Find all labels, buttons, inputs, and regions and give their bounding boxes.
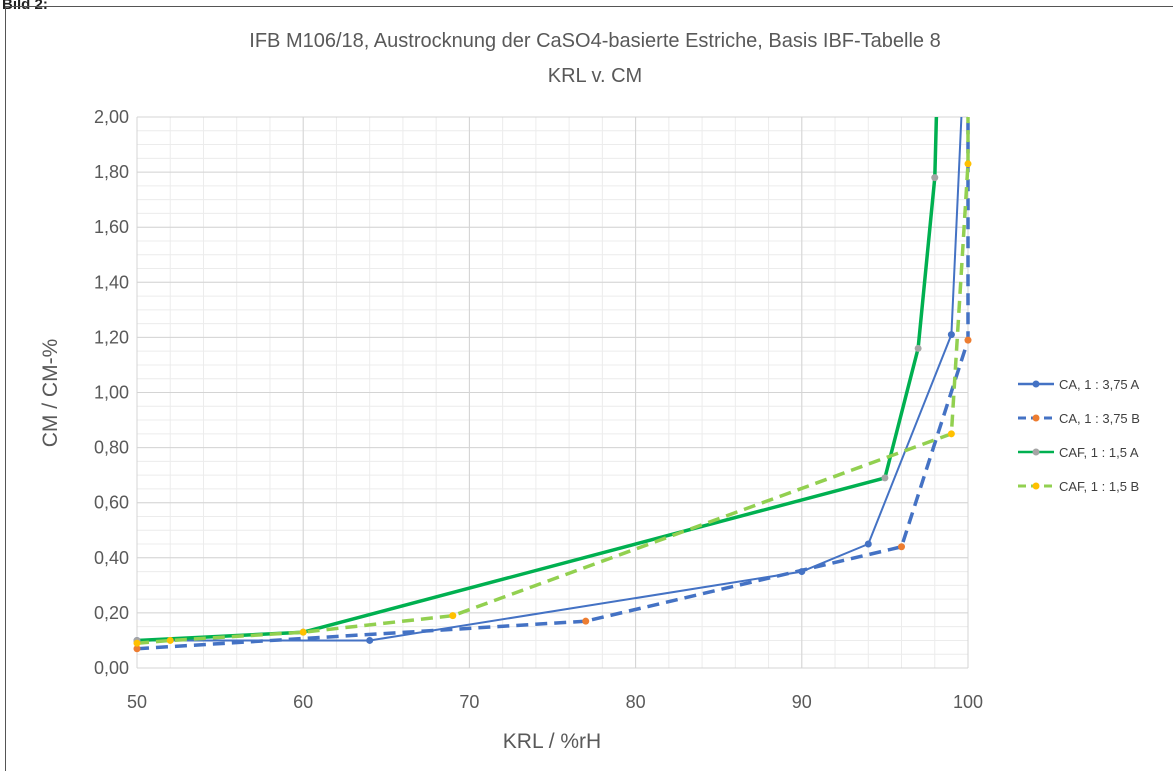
grid <box>136 116 969 669</box>
data-point <box>964 160 972 168</box>
legend-marker <box>1032 448 1040 456</box>
y-axis-title: CM / CM-% <box>39 339 62 448</box>
data-point <box>133 645 141 653</box>
data-point <box>881 474 889 482</box>
x-tick-label: 60 <box>293 692 313 712</box>
data-point <box>166 636 174 644</box>
data-point <box>964 336 972 344</box>
y-tick-label: 1,20 <box>94 327 129 347</box>
legend-marker <box>1032 414 1040 422</box>
x-tick-label: 100 <box>953 692 983 712</box>
y-tick-label: 1,60 <box>94 217 129 237</box>
legend-label: CA, 1 : 3,75 B <box>1059 411 1140 426</box>
y-tick-label: 1,40 <box>94 272 129 292</box>
y-tick-label: 1,80 <box>94 162 129 182</box>
chart-subtitle: KRL v. CM <box>548 65 642 87</box>
y-tick-label: 0,20 <box>94 603 129 623</box>
series-line <box>137 116 963 642</box>
tick-labels: 50 60 70 80 90 100 0,00 0,20 0,40 0,60 0,80 1,00 1,2… <box>94 107 983 712</box>
legend-item: CAF, 1 : 1,5 A <box>1018 445 1139 460</box>
legend-item: CA, 1 : 3,75 B <box>1018 411 1140 426</box>
y-tick-label: 0,40 <box>94 548 129 568</box>
chart-frame <box>5 6 1173 771</box>
data-point <box>931 174 939 182</box>
series-line <box>136 117 970 651</box>
data-point <box>582 617 590 625</box>
data-point <box>299 628 307 636</box>
x-tick-label: 50 <box>127 692 147 712</box>
y-tick-label: 0,80 <box>94 438 129 458</box>
legend-item: CAF, 1 : 1,5 B <box>1018 479 1139 494</box>
data-point <box>947 331 955 339</box>
data-markers <box>133 160 972 653</box>
data-point <box>133 639 141 647</box>
x-tick-label: 70 <box>459 692 479 712</box>
data-point <box>449 612 457 620</box>
data-point <box>864 540 872 548</box>
legend-label: CAF, 1 : 1,5 B <box>1059 479 1139 494</box>
legend-marker <box>1032 482 1040 490</box>
data-point <box>914 344 922 352</box>
data-point <box>947 430 955 438</box>
data-point <box>898 543 906 551</box>
x-tick-label: 90 <box>792 692 812 712</box>
chart-title: IFB M106/18, Austrocknung der CaSO4-basi… <box>249 30 940 52</box>
y-tick-label: 2,00 <box>94 107 129 127</box>
legend-label: CA, 1 : 3,75 A <box>1059 377 1140 392</box>
legend-label: CAF, 1 : 1,5 A <box>1059 445 1139 460</box>
y-tick-label: 0,00 <box>94 658 129 678</box>
series-lines <box>136 116 970 651</box>
data-point <box>366 636 374 644</box>
y-tick-label: 1,00 <box>94 383 129 403</box>
legend-item: CA, 1 : 3,75 A <box>1018 377 1140 392</box>
data-point <box>798 568 806 576</box>
x-axis-title: KRL / %rH <box>503 730 601 753</box>
y-tick-label: 0,60 <box>94 493 129 513</box>
x-tick-label: 80 <box>626 692 646 712</box>
legend: CA, 1 : 3,75 A CA, 1 : 3,75 B CAF, 1 : 1,5… <box>1018 377 1140 494</box>
legend-marker <box>1032 380 1040 388</box>
